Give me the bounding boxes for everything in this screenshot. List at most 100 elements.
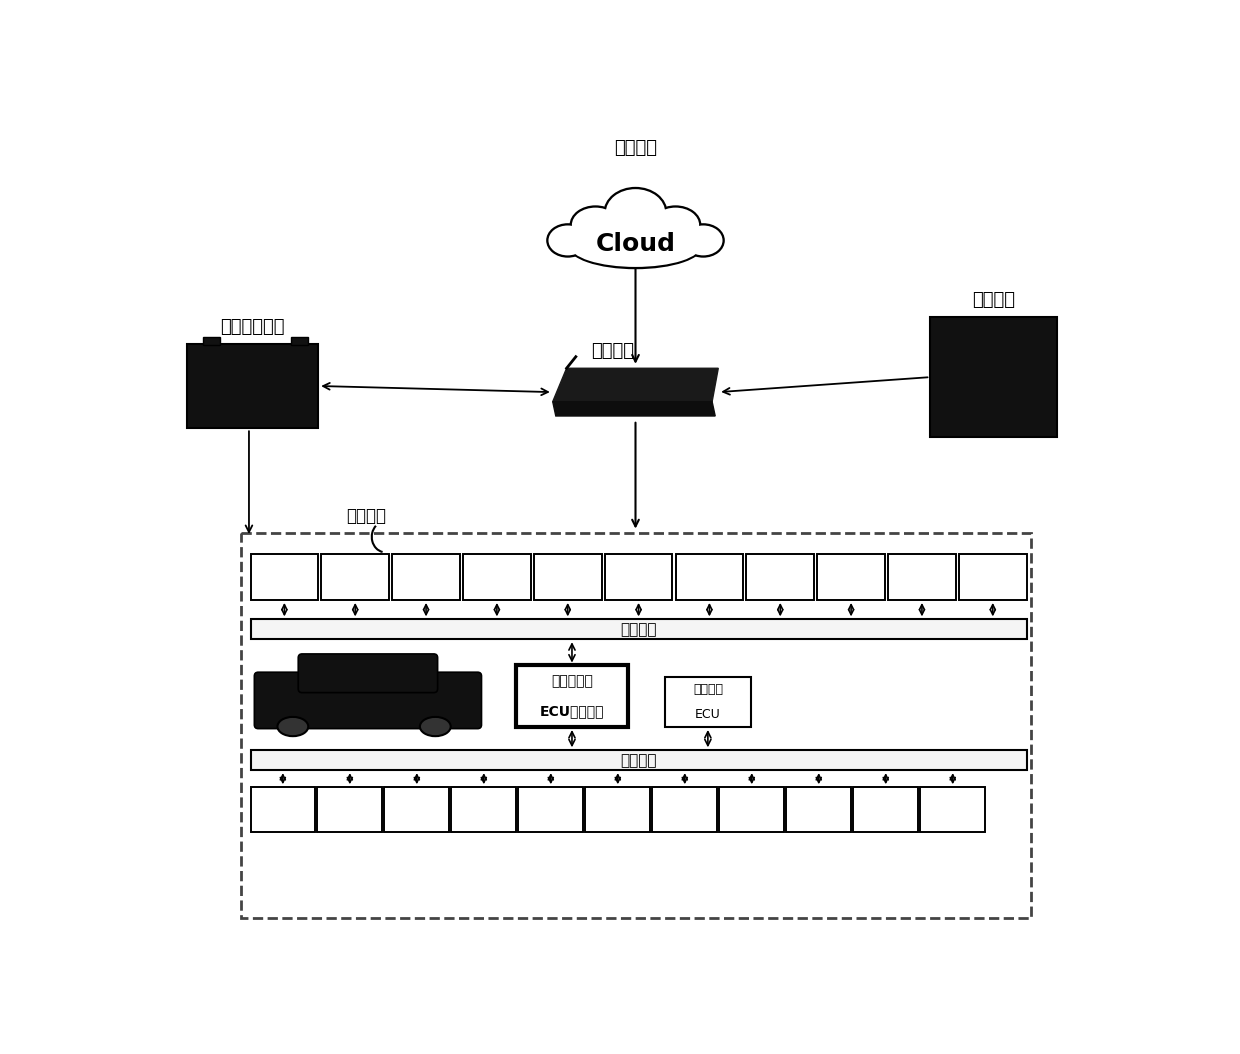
Text: 故障诊断: 故障诊断: [693, 683, 723, 696]
Text: 轮胎水: 轮胎水: [878, 794, 894, 803]
Ellipse shape: [684, 226, 723, 255]
Text: 制ECU: 制ECU: [941, 816, 965, 825]
Bar: [392, 553, 460, 600]
Bar: [250, 787, 315, 832]
Text: 电机控: 电机控: [771, 561, 789, 570]
Text: 制ECU: 制ECU: [272, 816, 295, 825]
Bar: [317, 787, 382, 832]
Text: 安全气: 安全气: [489, 561, 506, 570]
Ellipse shape: [420, 717, 450, 736]
Text: 高速总线: 高速总线: [620, 622, 657, 637]
Text: 仪表显: 仪表显: [811, 794, 827, 803]
Text: 电池管: 电池管: [842, 561, 859, 570]
Text: 盗ECU: 盗ECU: [472, 816, 496, 825]
Text: 电动车: 电动车: [543, 794, 559, 803]
Bar: [250, 620, 1027, 640]
Text: ECU: ECU: [694, 708, 720, 721]
Bar: [853, 787, 918, 832]
Text: 空调控: 空调控: [677, 794, 693, 803]
Bar: [518, 787, 583, 832]
Ellipse shape: [570, 225, 701, 267]
FancyBboxPatch shape: [254, 672, 481, 728]
Polygon shape: [553, 402, 715, 416]
Text: 构ECU: 构ECU: [405, 816, 429, 825]
Text: 囊ECl: 囊ECl: [486, 584, 507, 593]
Text: 自动驾驶系统: 自动驾驶系统: [221, 317, 285, 335]
Bar: [817, 553, 885, 600]
Text: 助ECU: 助ECU: [740, 816, 764, 825]
Text: Cloud: Cloud: [595, 232, 676, 255]
Bar: [676, 553, 743, 600]
Ellipse shape: [548, 226, 587, 255]
Text: 导航控: 导航控: [945, 794, 961, 803]
Bar: [242, 533, 1030, 918]
Text: 雨刷及速: 雨刷及速: [339, 794, 361, 803]
Text: 分车辆: 分车辆: [744, 794, 760, 803]
Text: 制ECl: 制ECl: [699, 584, 720, 593]
Bar: [665, 677, 751, 727]
Text: 力ECU: 力ECU: [874, 816, 898, 825]
Bar: [585, 787, 650, 832]
Ellipse shape: [569, 206, 621, 245]
Bar: [652, 787, 717, 832]
Text: ECU（网关）: ECU（网关）: [539, 705, 604, 719]
Bar: [187, 344, 319, 428]
Bar: [250, 553, 319, 600]
Bar: [321, 553, 389, 600]
Text: 转向角: 转向角: [914, 561, 930, 570]
Text: 发动机: 发动机: [275, 561, 293, 570]
Text: 环视系统: 环视系统: [972, 292, 1016, 310]
Ellipse shape: [546, 223, 589, 257]
Bar: [203, 337, 219, 345]
Text: 车载终端: 车载终端: [591, 343, 634, 360]
Ellipse shape: [572, 208, 619, 242]
Bar: [888, 553, 956, 600]
Text: 理ECl: 理ECl: [841, 584, 862, 593]
Bar: [250, 750, 1027, 770]
Ellipse shape: [604, 187, 667, 238]
Text: 后视镜: 后视镜: [610, 794, 626, 803]
Text: 架ECl: 架ECl: [557, 584, 578, 593]
Text: ECL: ECL: [275, 584, 293, 593]
Ellipse shape: [652, 208, 699, 242]
Text: 电动停: 电动停: [409, 794, 425, 803]
Bar: [516, 665, 627, 727]
Text: 运航控: 运航控: [630, 561, 647, 570]
Ellipse shape: [568, 222, 703, 269]
Text: 转向扭: 转向扭: [985, 561, 1002, 570]
Text: 低置控: 低置控: [701, 561, 718, 570]
Text: 制ECU: 制ECU: [673, 816, 697, 825]
Text: ECL: ECL: [417, 584, 435, 593]
Bar: [605, 553, 672, 600]
Bar: [786, 787, 851, 832]
Polygon shape: [553, 368, 718, 402]
Bar: [384, 787, 449, 832]
Text: 整车控制器: 整车控制器: [551, 674, 593, 688]
Bar: [463, 553, 531, 600]
Text: 门锁防: 门锁防: [476, 794, 492, 803]
Text: 控制ECU: 控制ECU: [335, 816, 365, 825]
Text: 自动变: 自动变: [347, 561, 363, 570]
Ellipse shape: [650, 206, 702, 245]
Bar: [451, 787, 516, 832]
Text: 度ECU: 度ECU: [909, 584, 935, 593]
Bar: [959, 553, 1027, 600]
Text: 制ECL: 制ECL: [769, 584, 792, 593]
Text: 示ECU: 示ECU: [807, 816, 831, 825]
Bar: [291, 337, 309, 345]
Text: 窗ECU: 窗ECU: [539, 816, 563, 825]
Text: 电控悬: 电控悬: [559, 561, 577, 570]
Bar: [534, 553, 601, 600]
Bar: [920, 787, 985, 832]
Text: ECU: ECU: [983, 584, 1002, 593]
Text: 灯光控: 灯光控: [275, 794, 291, 803]
Bar: [746, 553, 815, 600]
Text: 速器ECl: 速器ECl: [342, 584, 368, 593]
Text: 调光ECU: 调光ECU: [603, 816, 632, 825]
Text: 低速总线: 低速总线: [620, 753, 657, 767]
Text: 云端设备: 云端设备: [614, 139, 657, 157]
FancyBboxPatch shape: [299, 653, 438, 692]
Bar: [930, 317, 1058, 436]
Ellipse shape: [682, 223, 725, 257]
Text: ABS TCS: ABS TCS: [407, 561, 446, 570]
